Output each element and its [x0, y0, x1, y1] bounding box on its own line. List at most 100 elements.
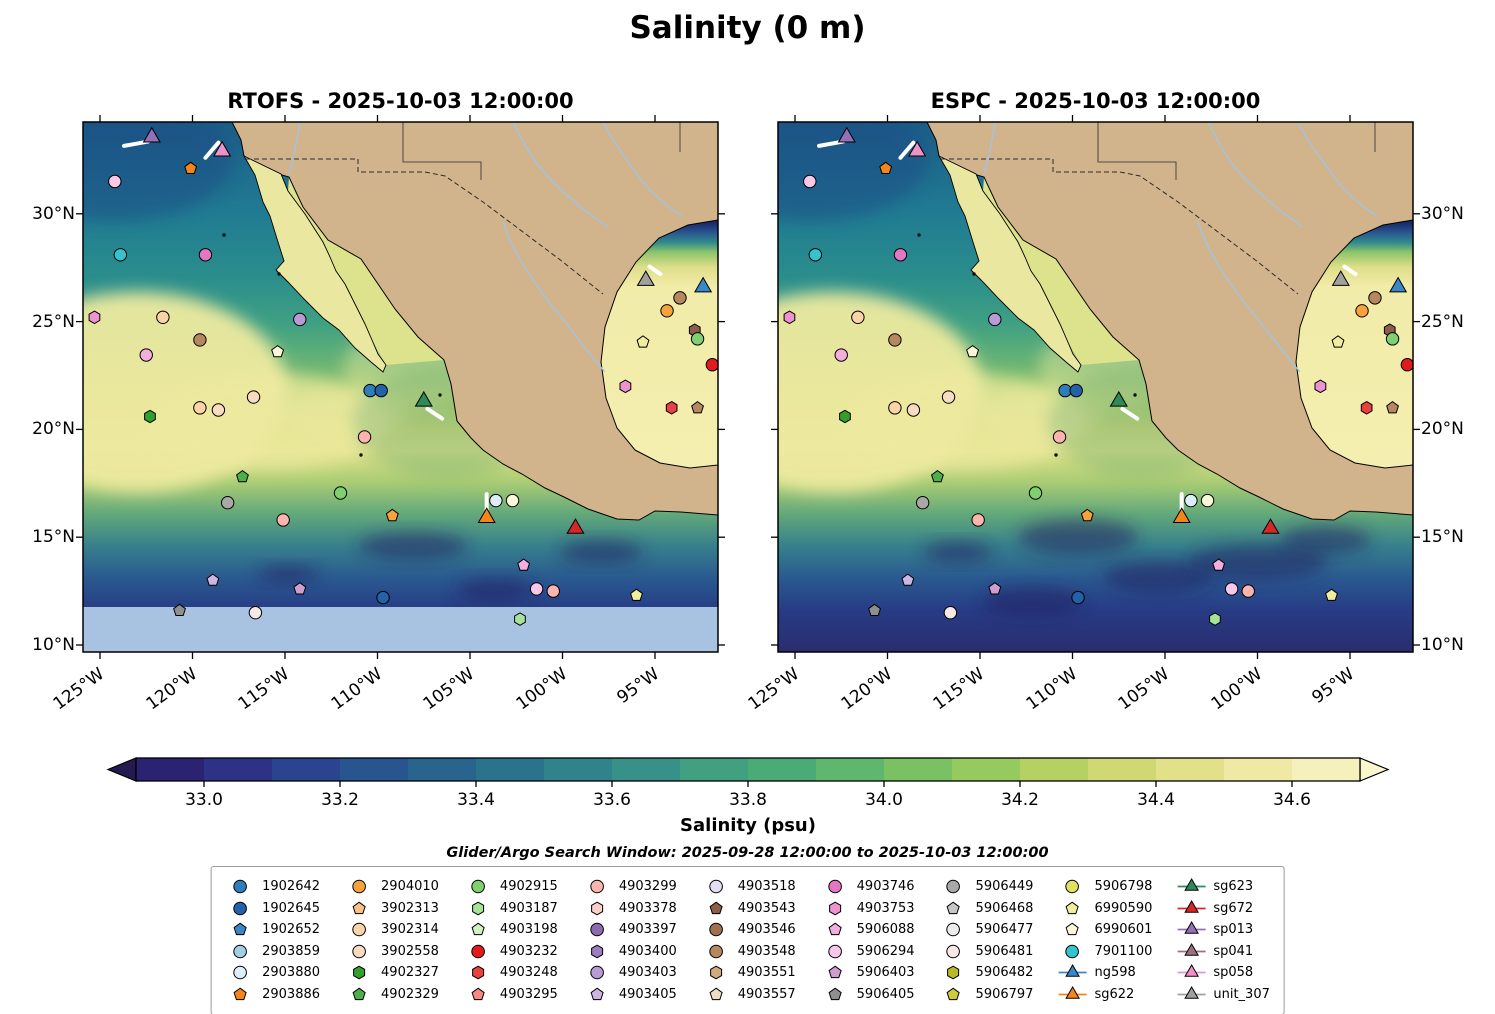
float-marker	[1080, 508, 1094, 522]
colorbar-segment	[748, 758, 817, 781]
float-marker	[837, 126, 856, 143]
island	[1054, 453, 1058, 457]
river	[602, 122, 684, 218]
legend-item: 6990590	[1057, 898, 1152, 920]
float-marker	[636, 270, 655, 286]
island	[359, 453, 363, 457]
legend-item: 4903299	[582, 876, 677, 898]
2903880-marker-icon	[225, 964, 255, 981]
legend-item: sp013	[1176, 919, 1270, 941]
float-marker	[1261, 518, 1280, 534]
float-marker	[868, 603, 881, 616]
colorbar-tick-label: 33.8	[729, 790, 767, 810]
float-marker	[636, 335, 650, 348]
sp013-glyph	[1183, 921, 1199, 935]
legend-item: 5906449	[939, 876, 1033, 898]
salinity-map-rtofs	[76, 115, 725, 659]
river	[512, 122, 609, 228]
legend-item-label: 1902642	[262, 879, 321, 895]
5906403-marker-icon	[820, 964, 850, 981]
float-marker	[808, 248, 823, 262]
legend-item-label: 4903378	[618, 900, 677, 916]
colorbar: Salinity (psu) 33.0 33.2 33.4 33.6 33.8 34.0 3…	[106, 757, 1390, 840]
gulf-of-california	[983, 177, 1139, 365]
sp058-glyph	[1183, 964, 1199, 978]
float-marker	[851, 310, 865, 324]
legend-item: 4903746	[820, 876, 915, 898]
legend-item-label: ng598	[1094, 965, 1136, 981]
5906403-glyph	[828, 965, 842, 979]
sg672-marker-icon	[1176, 899, 1206, 917]
legend-item: 4903546	[701, 919, 796, 941]
float-marker	[1209, 612, 1221, 626]
lon-tick-label: 110°W	[327, 664, 386, 715]
legend-item: 4903295	[463, 984, 558, 1006]
colorbar-over-arrow	[1359, 757, 1390, 782]
low-salinity-patch	[778, 122, 928, 222]
legend-item-label: 3902313	[381, 900, 439, 916]
legend-item: 1902652	[225, 919, 320, 941]
legend-item: 5906468	[939, 898, 1033, 920]
3902313-marker-icon	[344, 900, 374, 917]
panel-rtofs: RTOFS - 2025-10-03 12:00:00 125°W 120°W 11…	[32, 89, 725, 714]
4903295-glyph	[471, 987, 485, 1000]
5906482-marker-icon	[939, 964, 969, 981]
lon-tick-label: 115°W	[929, 664, 989, 715]
legend-item: 4903543	[701, 898, 796, 920]
colorbar-segment	[340, 758, 409, 781]
river	[1197, 221, 1301, 373]
legend-item-label: 3902314	[381, 922, 439, 938]
float-marker	[184, 161, 198, 174]
float-marker	[834, 348, 848, 362]
legend-item-label: 5906294	[856, 943, 915, 959]
fresh-eddy-patch	[1103, 561, 1213, 593]
float-marker	[1331, 335, 1345, 348]
float-marker	[1028, 486, 1043, 500]
lat-tick-label: 30°N	[32, 203, 75, 224]
float-marker	[566, 518, 585, 534]
legend-item: unit_307	[1176, 984, 1270, 1006]
4903557-marker-icon	[701, 986, 731, 1003]
legend-item-label: 4903753	[856, 900, 915, 916]
search-window-annotation: Glider/Argo Search Window: 2025-09-28 12…	[446, 845, 1049, 861]
fresh-eddy-patch	[1281, 526, 1371, 554]
7901100-marker-icon	[1057, 943, 1087, 960]
legend-item: sg672	[1176, 898, 1270, 920]
lat-tick-label: 20°N	[1421, 419, 1464, 440]
lon-tick-label: 120°W	[837, 664, 896, 715]
legend-item-label: 5906798	[1094, 879, 1153, 895]
colorbar-tick-label: 34.4	[1137, 790, 1175, 810]
4903295-marker-icon	[463, 986, 493, 1003]
legend-item: 7901100	[1057, 941, 1152, 963]
lat-tick-label: 10°N	[32, 635, 75, 655]
float-marker	[1241, 584, 1255, 598]
legend-item-label: unit_307	[1213, 986, 1270, 1002]
colorbar-tick-label: 33.0	[185, 790, 223, 810]
1902642-marker-icon	[225, 878, 255, 895]
float-marker	[213, 140, 232, 157]
sg623-glyph	[1183, 878, 1199, 892]
legend-item-label: sp013	[1213, 922, 1254, 938]
float-marker	[211, 403, 226, 417]
4903518-marker-icon	[701, 878, 731, 895]
legend-item: sp058	[1176, 962, 1270, 984]
legend-item: 2903859	[225, 941, 320, 963]
lon-tick-label: 115°W	[234, 664, 294, 715]
colorbar-segment	[1156, 758, 1225, 781]
5906481-glyph	[946, 944, 961, 959]
legend-item-label: sp041	[1213, 943, 1254, 959]
4903400-marker-icon	[582, 943, 612, 960]
sg622-marker-icon	[1057, 985, 1087, 1003]
float-marker	[198, 248, 213, 262]
river	[288, 122, 301, 175]
float-marker	[888, 333, 902, 347]
float-marker	[1389, 276, 1408, 293]
5906482-glyph	[947, 965, 960, 980]
legend-item-label: 4903403	[618, 965, 677, 981]
2903880-glyph	[233, 965, 247, 980]
colorbar-segment	[1088, 758, 1157, 781]
lon-tick-label: 110°W	[1022, 664, 1081, 715]
legend-item: sp041	[1176, 941, 1270, 963]
float-marker	[1331, 270, 1350, 286]
